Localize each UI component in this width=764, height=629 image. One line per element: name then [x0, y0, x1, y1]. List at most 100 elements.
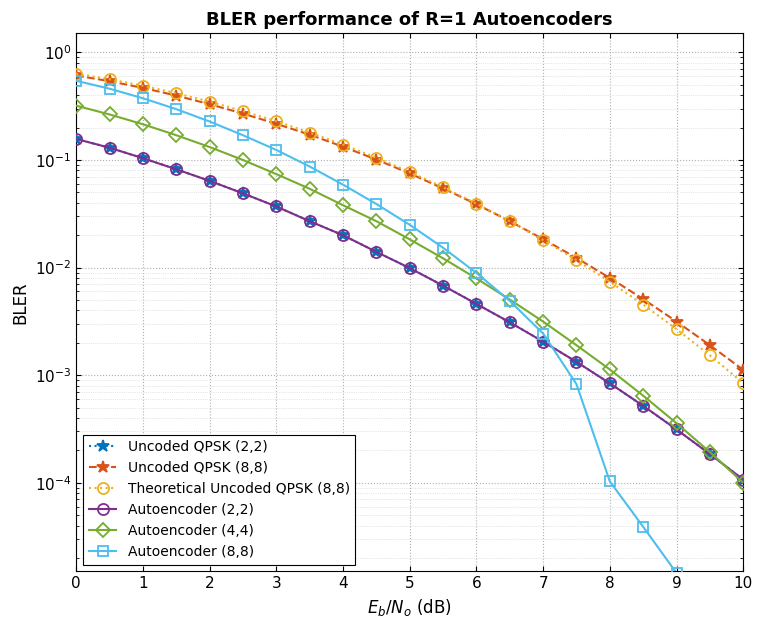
Uncoded QPSK (8,8) — [338, 143, 348, 150]
Autoencoder (4,4) — [405, 236, 414, 243]
Theoretical Uncoded QPSK (8,8) — [439, 184, 448, 191]
Theoretical Uncoded QPSK (8,8) — [305, 129, 314, 136]
Autoencoder (8,8) — [138, 94, 147, 102]
Uncoded QPSK (8,8) — [505, 218, 514, 225]
Uncoded QPSK (8,8) — [205, 101, 214, 108]
Autoencoder (4,4) — [705, 448, 714, 456]
Autoencoder (2,2) — [439, 282, 448, 289]
Theoretical Uncoded QPSK (8,8) — [705, 352, 714, 359]
Autoencoder (4,4) — [572, 342, 581, 349]
Autoencoder (2,2) — [338, 231, 348, 239]
Uncoded QPSK (2,2) — [238, 189, 248, 197]
Theoretical Uncoded QPSK (8,8) — [272, 118, 281, 125]
Autoencoder (4,4) — [372, 218, 381, 225]
Autoencoder (4,4) — [305, 185, 314, 192]
Autoencoder (8,8) — [172, 105, 181, 113]
Uncoded QPSK (2,2) — [105, 144, 114, 152]
Autoencoder (2,2) — [639, 402, 648, 409]
Uncoded QPSK (8,8) — [605, 274, 614, 282]
Autoencoder (4,4) — [472, 275, 481, 282]
Autoencoder (8,8) — [605, 477, 614, 485]
Theoretical Uncoded QPSK (8,8) — [372, 154, 381, 162]
Uncoded QPSK (8,8) — [572, 254, 581, 262]
Autoencoder (2,2) — [505, 318, 514, 326]
Autoencoder (8,8) — [338, 181, 348, 189]
Autoencoder (4,4) — [439, 255, 448, 262]
Autoencoder (4,4) — [605, 365, 614, 373]
Uncoded QPSK (2,2) — [72, 135, 81, 143]
Theoretical Uncoded QPSK (8,8) — [138, 82, 147, 89]
Autoencoder (2,2) — [739, 476, 748, 484]
Autoencoder (8,8) — [105, 85, 114, 92]
Autoencoder (4,4) — [72, 102, 81, 109]
Autoencoder (8,8) — [405, 221, 414, 228]
Line: Autoencoder (2,2): Autoencoder (2,2) — [70, 133, 749, 485]
Uncoded QPSK (2,2) — [639, 402, 648, 409]
Autoencoder (2,2) — [305, 218, 314, 225]
Uncoded QPSK (8,8) — [639, 295, 648, 303]
Theoretical Uncoded QPSK (8,8) — [739, 379, 748, 387]
Theoretical Uncoded QPSK (8,8) — [405, 168, 414, 175]
Theoretical Uncoded QPSK (8,8) — [572, 257, 581, 264]
Autoencoder (8,8) — [672, 569, 681, 577]
Uncoded QPSK (8,8) — [539, 235, 548, 243]
Line: Autoencoder (4,4): Autoencoder (4,4) — [71, 101, 748, 487]
Uncoded QPSK (2,2) — [705, 450, 714, 458]
Autoencoder (2,2) — [472, 300, 481, 308]
Line: Autoencoder (8,8): Autoencoder (8,8) — [71, 76, 748, 629]
Autoencoder (2,2) — [272, 203, 281, 210]
Autoencoder (2,2) — [372, 248, 381, 255]
Autoencoder (4,4) — [539, 318, 548, 325]
Uncoded QPSK (2,2) — [205, 177, 214, 185]
Autoencoder (8,8) — [705, 616, 714, 624]
Uncoded QPSK (8,8) — [238, 110, 248, 118]
Autoencoder (8,8) — [305, 163, 314, 170]
Title: BLER performance of R=1 Autoencoders: BLER performance of R=1 Autoencoders — [206, 11, 613, 29]
Autoencoder (4,4) — [639, 392, 648, 399]
Uncoded QPSK (8,8) — [405, 170, 414, 177]
Autoencoder (4,4) — [172, 131, 181, 139]
Theoretical Uncoded QPSK (8,8) — [238, 108, 248, 115]
Legend: Uncoded QPSK (2,2), Uncoded QPSK (8,8), Theoretical Uncoded QPSK (8,8), Autoenco: Uncoded QPSK (2,2), Uncoded QPSK (8,8), … — [83, 435, 355, 565]
Uncoded QPSK (8,8) — [739, 366, 748, 374]
Autoencoder (8,8) — [372, 200, 381, 208]
Uncoded QPSK (8,8) — [272, 120, 281, 128]
Theoretical Uncoded QPSK (8,8) — [72, 70, 81, 77]
Uncoded QPSK (2,2) — [439, 282, 448, 289]
Autoencoder (8,8) — [205, 118, 214, 125]
Autoencoder (2,2) — [405, 264, 414, 272]
Autoencoder (4,4) — [205, 143, 214, 151]
Uncoded QPSK (8,8) — [72, 72, 81, 79]
Uncoded QPSK (8,8) — [172, 92, 181, 99]
Uncoded QPSK (2,2) — [672, 426, 681, 433]
Autoencoder (2,2) — [572, 358, 581, 365]
Autoencoder (4,4) — [138, 120, 147, 128]
Autoencoder (2,2) — [105, 144, 114, 152]
Autoencoder (8,8) — [272, 146, 281, 153]
Uncoded QPSK (8,8) — [105, 77, 114, 85]
Theoretical Uncoded QPSK (8,8) — [539, 237, 548, 244]
Autoencoder (8,8) — [539, 330, 548, 337]
Theoretical Uncoded QPSK (8,8) — [105, 75, 114, 83]
Autoencoder (4,4) — [672, 420, 681, 427]
Autoencoder (8,8) — [572, 381, 581, 388]
Uncoded QPSK (2,2) — [372, 248, 381, 255]
Autoencoder (8,8) — [505, 297, 514, 304]
Autoencoder (2,2) — [705, 450, 714, 458]
Autoencoder (4,4) — [505, 296, 514, 303]
Uncoded QPSK (2,2) — [572, 358, 581, 365]
Autoencoder (4,4) — [272, 170, 281, 178]
Autoencoder (4,4) — [105, 111, 114, 118]
Uncoded QPSK (8,8) — [305, 131, 314, 138]
Theoretical Uncoded QPSK (8,8) — [205, 98, 214, 106]
Uncoded QPSK (8,8) — [472, 201, 481, 208]
Autoencoder (4,4) — [739, 479, 748, 487]
Autoencoder (2,2) — [672, 426, 681, 433]
Uncoded QPSK (2,2) — [405, 264, 414, 272]
X-axis label: $E_b/N_o$ (dB): $E_b/N_o$ (dB) — [367, 597, 452, 618]
Theoretical Uncoded QPSK (8,8) — [605, 278, 614, 286]
Autoencoder (8,8) — [439, 244, 448, 252]
Autoencoder (2,2) — [539, 338, 548, 345]
Uncoded QPSK (2,2) — [539, 338, 548, 345]
Theoretical Uncoded QPSK (8,8) — [505, 218, 514, 225]
